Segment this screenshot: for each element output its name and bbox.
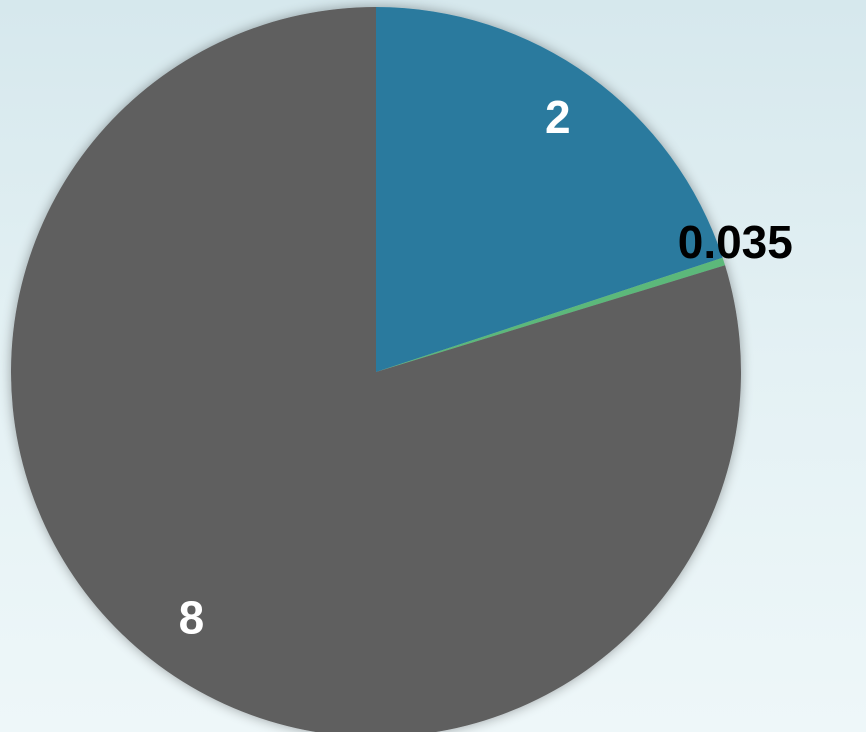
- data-label: 8: [179, 592, 205, 644]
- pie-slice: [376, 7, 723, 372]
- pie-slice: [376, 257, 726, 372]
- data-label: 2: [545, 91, 571, 143]
- pie-slice: [11, 7, 741, 732]
- pie: [11, 7, 741, 732]
- data-label: 0.035: [678, 216, 793, 268]
